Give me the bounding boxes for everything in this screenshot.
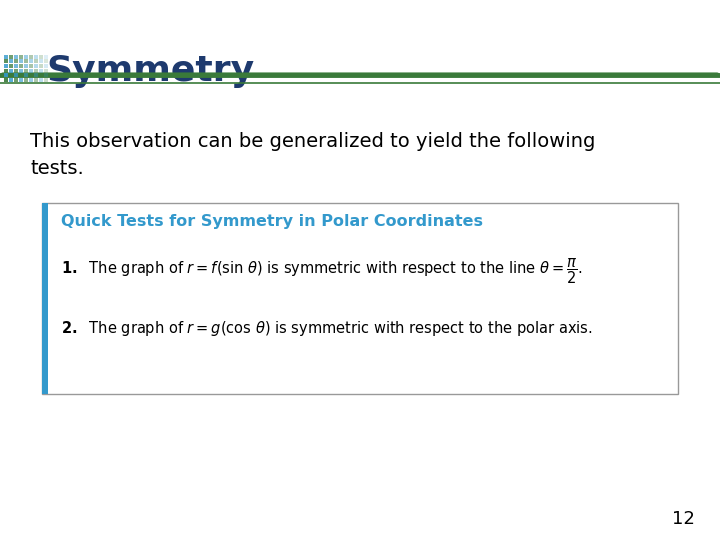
Bar <box>4 78 8 82</box>
Bar <box>44 55 48 59</box>
Bar <box>42 202 678 394</box>
Text: 12: 12 <box>672 510 695 528</box>
Bar <box>4 69 8 73</box>
Bar <box>9 78 13 82</box>
Bar <box>34 55 38 59</box>
Bar <box>24 59 28 63</box>
Bar <box>34 73 38 77</box>
Bar <box>29 64 33 68</box>
Bar <box>29 69 33 73</box>
Bar <box>4 73 8 77</box>
Bar <box>44 59 48 63</box>
Bar <box>24 73 28 77</box>
Bar <box>9 64 13 68</box>
Bar <box>39 78 43 82</box>
Text: $\mathbf{1.}$  The graph of $r = f(\sin\,\theta)$ is symmetric with respect to t: $\mathbf{1.}$ The graph of $r = f(\sin\,… <box>61 256 582 286</box>
Bar <box>34 78 38 82</box>
Bar <box>19 78 23 82</box>
Bar <box>39 55 43 59</box>
Bar <box>39 64 43 68</box>
Bar <box>9 59 13 63</box>
Bar <box>34 64 38 68</box>
Bar <box>14 73 18 77</box>
Bar <box>4 55 8 59</box>
Bar <box>24 69 28 73</box>
Bar <box>29 59 33 63</box>
Bar <box>29 73 33 77</box>
Text: Symmetry: Symmetry <box>47 54 255 88</box>
Bar <box>34 59 38 63</box>
Bar <box>24 64 28 68</box>
Bar <box>19 69 23 73</box>
Bar <box>24 55 28 59</box>
Text: Quick Tests for Symmetry in Polar Coordinates: Quick Tests for Symmetry in Polar Coordi… <box>61 214 483 230</box>
Text: tests.: tests. <box>30 159 84 178</box>
Bar <box>9 69 13 73</box>
Bar <box>39 69 43 73</box>
Bar <box>14 78 18 82</box>
Bar <box>44 78 48 82</box>
Bar <box>42 202 48 394</box>
Bar <box>24 78 28 82</box>
Bar <box>14 55 18 59</box>
Bar <box>19 59 23 63</box>
Bar <box>14 69 18 73</box>
Bar <box>44 69 48 73</box>
Text: $\mathbf{2.}$  The graph of $r = g(\cos\,\theta)$ is symmetric with respect to t: $\mathbf{2.}$ The graph of $r = g(\cos\,… <box>61 319 593 338</box>
Bar <box>34 69 38 73</box>
Bar <box>29 55 33 59</box>
Bar <box>14 59 18 63</box>
Bar <box>4 64 8 68</box>
Bar <box>19 64 23 68</box>
Bar <box>39 73 43 77</box>
Bar <box>14 64 18 68</box>
Bar <box>39 59 43 63</box>
Text: This observation can be generalized to yield the following: This observation can be generalized to y… <box>30 132 595 151</box>
Bar <box>9 55 13 59</box>
Bar <box>44 73 48 77</box>
Bar <box>19 55 23 59</box>
Bar <box>44 64 48 68</box>
Bar <box>9 73 13 77</box>
Bar <box>29 78 33 82</box>
Bar <box>19 73 23 77</box>
Bar <box>4 59 8 63</box>
